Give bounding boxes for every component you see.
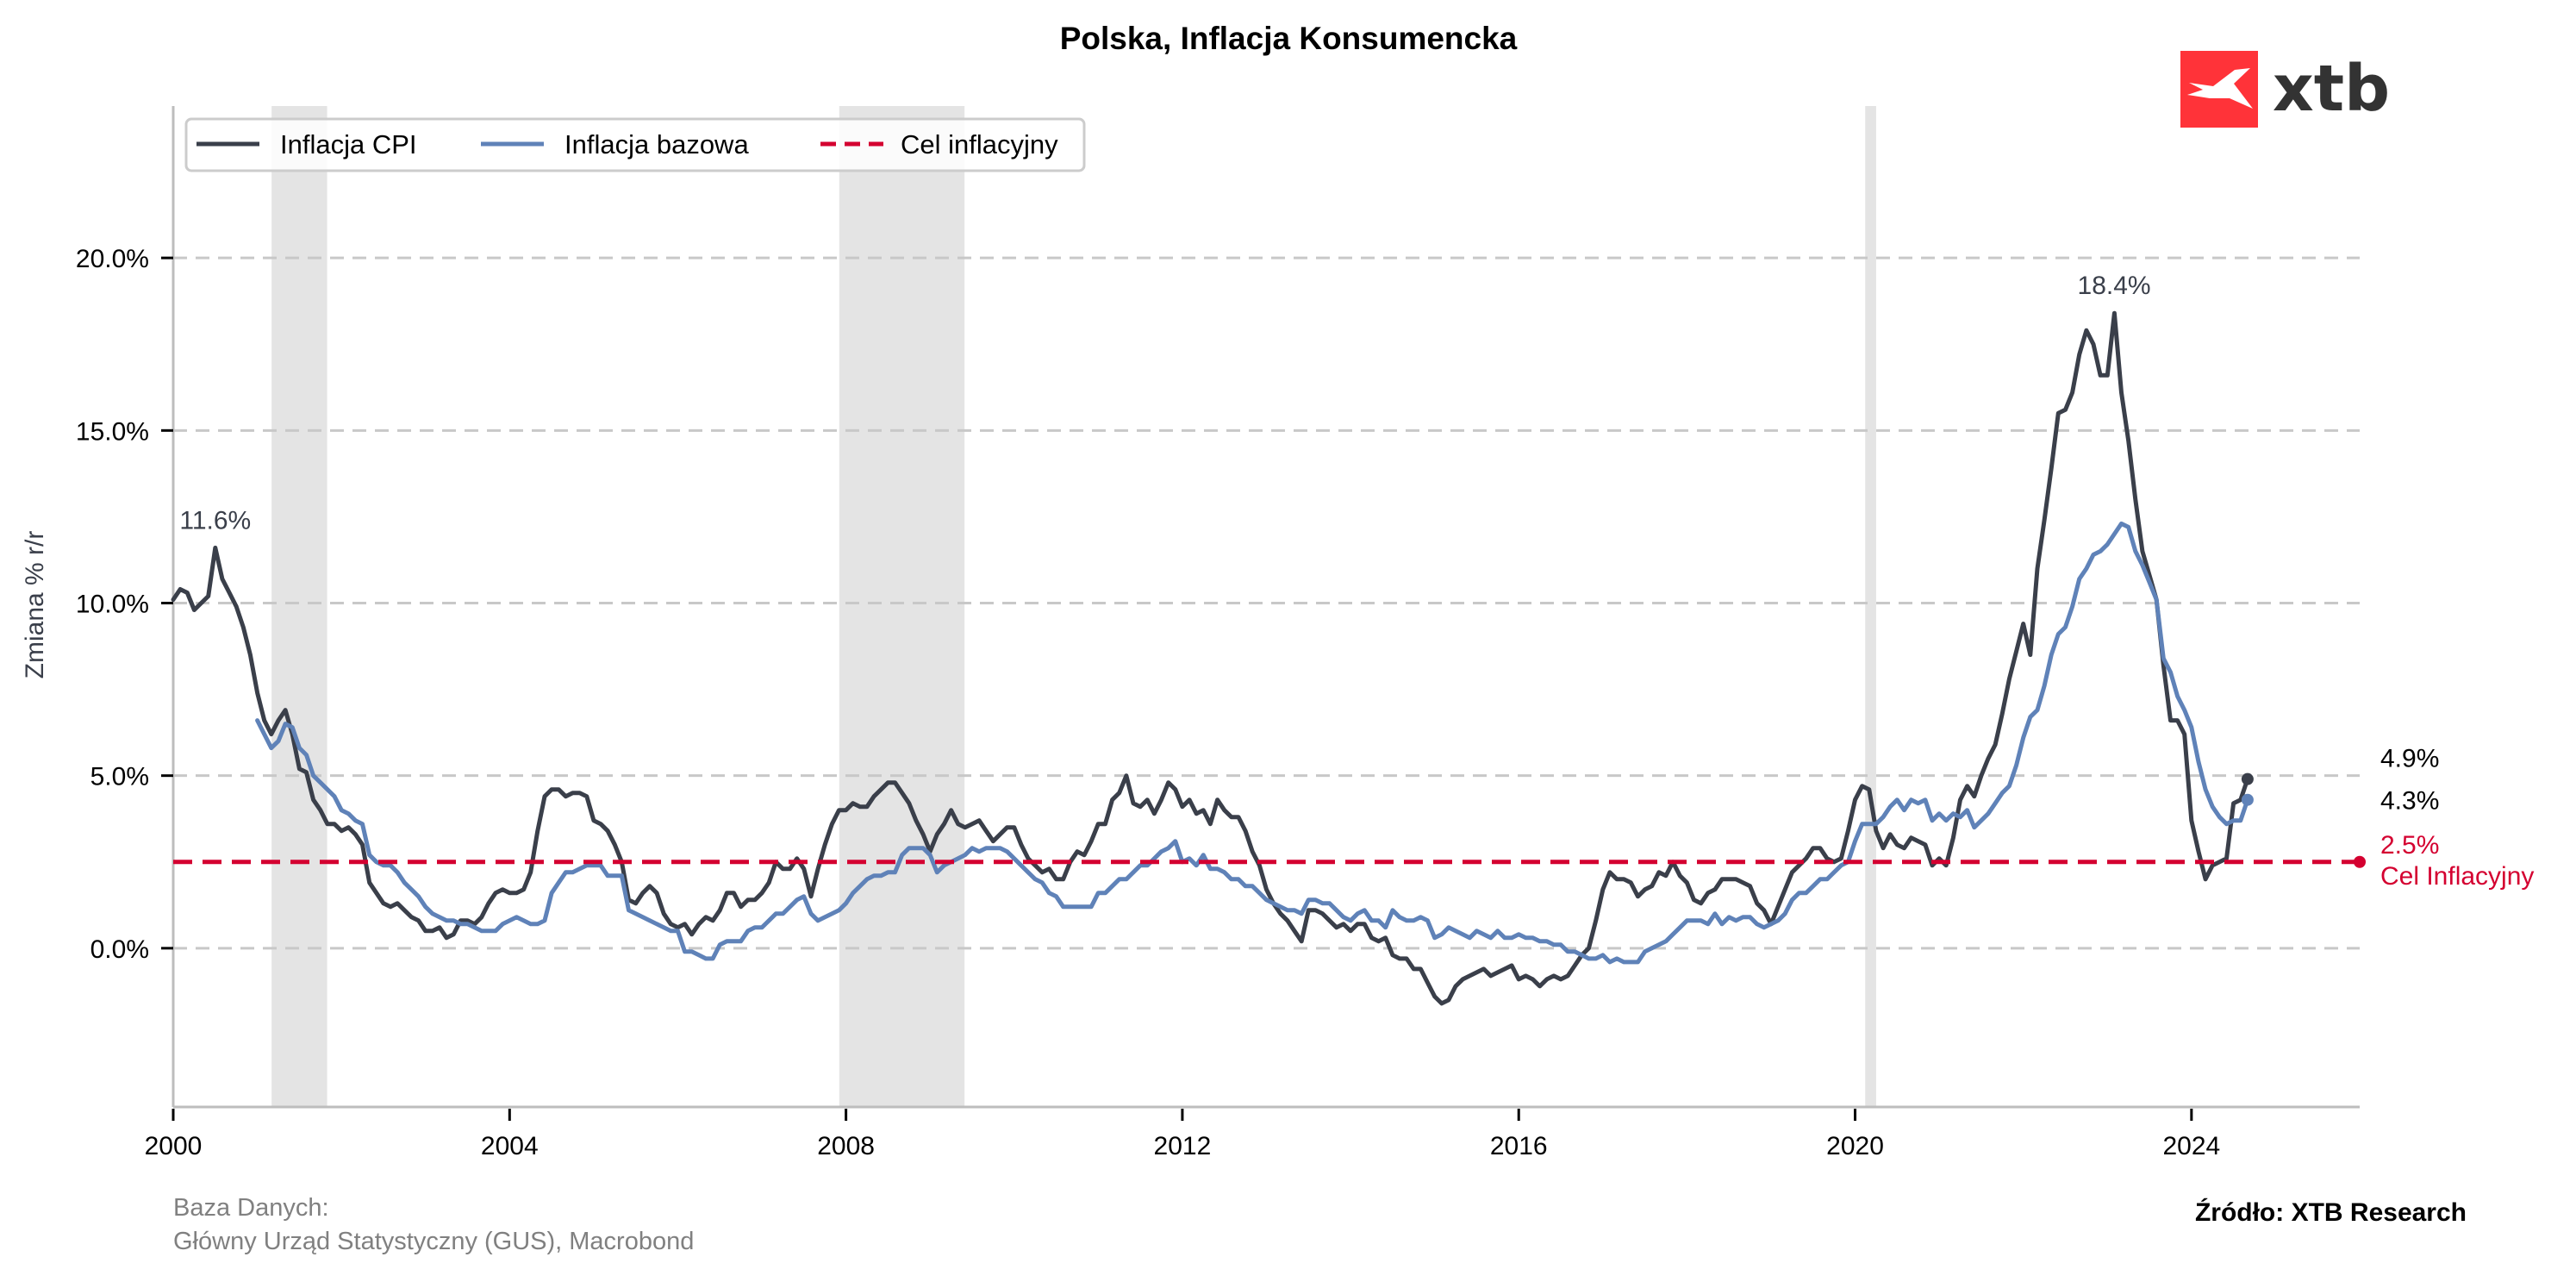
x-tick-label: 2020 xyxy=(1826,1132,1884,1160)
source-credit: Źródło: XTB Research xyxy=(2195,1198,2467,1227)
target-sublabel: Cel Inflacyjny xyxy=(2380,862,2534,891)
xtb-x-mark-icon xyxy=(2187,68,2253,109)
series-lines xyxy=(171,310,2366,1006)
chart-title: Polska, Inflacja Konsumencka xyxy=(1060,21,1518,56)
gridlines xyxy=(173,256,2360,950)
peak-annotation: 18.4% xyxy=(2078,272,2151,300)
peak-annotation: 11.6% xyxy=(179,506,251,535)
x-tick-label: 2008 xyxy=(817,1132,875,1160)
legend: Inflacja CPI Inflacja bazowa Cel inflacy… xyxy=(184,117,1086,172)
end-label: 2.5% xyxy=(2380,831,2439,860)
legend-label-target: Cel inflacyjny xyxy=(901,129,1058,159)
x-tick-label: 2016 xyxy=(1490,1132,1548,1160)
legend-label-cpi: Inflacja CPI xyxy=(280,129,417,159)
x-axis-ticks: 2000 2004 2008 2012 2016 2020 2024 xyxy=(145,1109,2220,1160)
x-tick-label: 2004 xyxy=(481,1132,539,1160)
source-detail: Główny Urząd Statystyczny (GUS), Macrobo… xyxy=(173,1228,694,1255)
legend-label-core: Inflacja bazowa xyxy=(564,129,749,159)
y-tick-label: 0.0% xyxy=(90,935,149,964)
xtb-logo: xtb xyxy=(2180,51,2390,128)
series-end-dot xyxy=(2241,793,2254,806)
y-axis-label: Zmiana % r/r xyxy=(21,531,49,679)
recession-band xyxy=(1865,106,1876,1107)
legend-box xyxy=(184,117,1086,172)
x-tick-label: 2000 xyxy=(145,1132,203,1160)
x-tick-label: 2012 xyxy=(1154,1132,1212,1160)
axes xyxy=(172,106,2360,1109)
x-tick-label: 2024 xyxy=(2162,1132,2220,1160)
y-tick-label: 5.0% xyxy=(90,763,149,791)
target-end-dot xyxy=(2354,855,2366,868)
y-axis-ticks: 0.0% 5.0% 10.0% 15.0% 20.0% xyxy=(76,245,173,964)
recession-band xyxy=(839,106,965,1107)
y-tick-label: 10.0% xyxy=(76,590,149,618)
y-tick-label: 15.0% xyxy=(76,417,149,446)
series-end-dot xyxy=(2241,772,2254,785)
series-line-core xyxy=(255,521,2250,965)
series-line-cpi xyxy=(171,310,2250,1006)
recession-bands xyxy=(271,106,1876,1107)
recession-band xyxy=(271,106,327,1107)
xtb-logo-text: xtb xyxy=(2273,52,2390,126)
source-heading: Baza Danych: xyxy=(173,1194,329,1222)
end-labels: 4.9% 4.3% 2.5%Cel Inflacyjny xyxy=(2380,745,2534,891)
end-label: 4.9% xyxy=(2380,745,2439,773)
end-label: 4.3% xyxy=(2380,787,2439,816)
annotations: 11.6% 18.4% xyxy=(179,272,2150,535)
y-tick-label: 20.0% xyxy=(76,245,149,273)
